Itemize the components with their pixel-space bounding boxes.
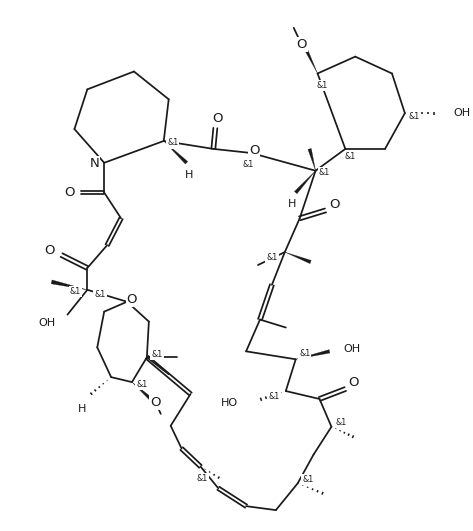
Text: &1: &1 <box>197 474 208 483</box>
Polygon shape <box>164 141 188 164</box>
Polygon shape <box>303 46 317 73</box>
Text: OH: OH <box>454 108 471 118</box>
Text: OH: OH <box>38 318 55 328</box>
Text: &1: &1 <box>336 418 347 427</box>
Text: &1: &1 <box>268 392 280 401</box>
Text: O: O <box>64 186 75 199</box>
Text: &1: &1 <box>151 350 162 359</box>
Text: O: O <box>329 198 340 211</box>
Text: &1: &1 <box>167 139 178 148</box>
Text: O: O <box>249 144 259 157</box>
Text: &1: &1 <box>345 152 356 161</box>
Polygon shape <box>285 252 311 264</box>
Polygon shape <box>132 382 152 400</box>
Text: &1: &1 <box>317 81 328 90</box>
Text: H: H <box>185 170 194 179</box>
Text: &1: &1 <box>243 160 254 169</box>
Text: H: H <box>288 200 296 209</box>
Text: &1: &1 <box>70 287 81 296</box>
Text: &1: &1 <box>299 349 310 358</box>
Text: O: O <box>44 244 55 256</box>
Polygon shape <box>294 171 315 194</box>
Text: OH: OH <box>343 344 360 354</box>
Text: &1: &1 <box>408 112 420 121</box>
Text: &1: &1 <box>95 290 106 299</box>
Polygon shape <box>51 280 88 290</box>
Text: &1: &1 <box>266 253 278 262</box>
Text: &1: &1 <box>319 168 330 177</box>
Text: H: H <box>78 404 87 414</box>
Polygon shape <box>308 149 315 171</box>
Text: HO: HO <box>221 398 238 408</box>
Text: O: O <box>348 375 359 389</box>
Text: &1: &1 <box>302 475 313 484</box>
Text: O: O <box>212 112 223 125</box>
Text: O: O <box>297 38 307 51</box>
Polygon shape <box>296 349 330 359</box>
Text: O: O <box>150 397 161 409</box>
Text: N: N <box>89 157 99 170</box>
Text: &1: &1 <box>136 380 148 389</box>
Text: O: O <box>127 293 137 306</box>
